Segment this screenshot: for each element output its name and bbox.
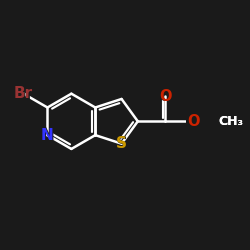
Text: O: O — [187, 114, 199, 129]
Text: CH₃: CH₃ — [218, 115, 244, 128]
Text: S: S — [116, 135, 128, 153]
Text: O: O — [159, 89, 172, 104]
Text: O: O — [159, 89, 172, 104]
Text: O: O — [186, 114, 200, 129]
Text: N: N — [40, 126, 54, 144]
Text: CH₃: CH₃ — [218, 114, 248, 129]
Text: N: N — [41, 128, 54, 143]
Text: CH₃: CH₃ — [218, 115, 244, 128]
Text: Br: Br — [14, 86, 33, 101]
Text: S: S — [116, 136, 127, 151]
Text: Br: Br — [13, 85, 34, 103]
